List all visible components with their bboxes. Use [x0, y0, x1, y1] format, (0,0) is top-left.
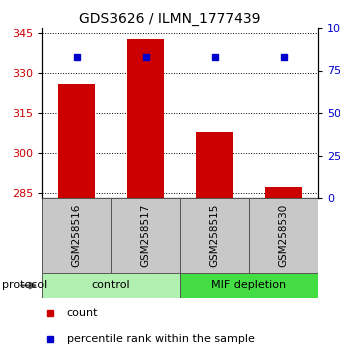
- Text: MIF depletion: MIF depletion: [211, 280, 287, 291]
- Bar: [42, 198, 111, 273]
- Text: protocol: protocol: [2, 280, 47, 291]
- Bar: [180, 198, 249, 273]
- Bar: [249, 198, 318, 273]
- Text: GSM258515: GSM258515: [209, 204, 220, 267]
- Bar: [180, 273, 318, 298]
- Text: percentile rank within the sample: percentile rank within the sample: [67, 334, 255, 344]
- Text: GSM258517: GSM258517: [140, 204, 151, 267]
- Text: count: count: [67, 308, 98, 318]
- Text: GSM258530: GSM258530: [278, 204, 289, 267]
- Text: control: control: [92, 280, 130, 291]
- Bar: [126, 39, 165, 198]
- Text: GSM258516: GSM258516: [71, 204, 82, 267]
- Bar: [195, 132, 234, 198]
- Bar: [57, 84, 96, 198]
- Bar: [265, 187, 303, 198]
- Bar: [42, 273, 180, 298]
- Text: GDS3626 / ILMN_1777439: GDS3626 / ILMN_1777439: [79, 12, 261, 27]
- Bar: [111, 198, 180, 273]
